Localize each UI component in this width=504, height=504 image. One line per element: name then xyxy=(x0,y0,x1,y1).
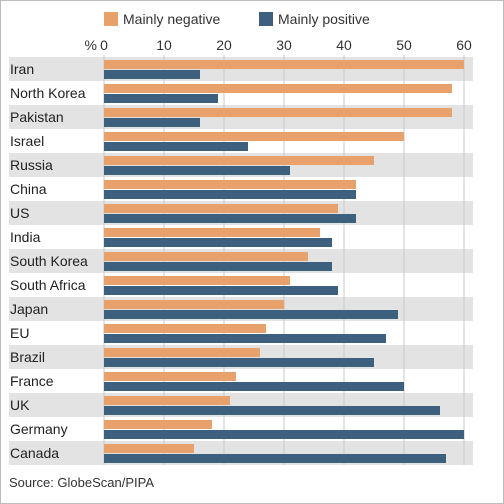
category-label: Russia xyxy=(10,157,53,173)
bar-mainly-positive xyxy=(104,214,356,223)
bar-mainly-negative xyxy=(104,396,230,405)
category-label: Pakistan xyxy=(10,109,64,125)
category-label: North Korea xyxy=(10,85,86,101)
x-tick-label: 60 xyxy=(456,37,472,53)
bar-mainly-positive xyxy=(104,238,332,247)
bar-mainly-negative xyxy=(104,156,374,165)
category-label: South Africa xyxy=(10,277,86,293)
category-label: India xyxy=(10,229,41,245)
x-unit-label: % xyxy=(85,37,97,53)
category-label: UK xyxy=(10,397,30,413)
category-label: France xyxy=(10,373,54,389)
legend-label: Mainly negative xyxy=(123,11,220,27)
bar-mainly-positive xyxy=(104,310,398,319)
bar-mainly-negative xyxy=(104,132,404,141)
x-tick-label: 0 xyxy=(100,37,108,53)
x-tick-label: 40 xyxy=(336,37,352,53)
category-label: EU xyxy=(10,325,29,341)
category-label: South Korea xyxy=(10,253,88,269)
bar-mainly-positive xyxy=(104,382,404,391)
bar-mainly-positive xyxy=(104,190,356,199)
category-label: Canada xyxy=(10,445,59,461)
x-tick-label: 50 xyxy=(396,37,412,53)
bar-mainly-negative xyxy=(104,372,236,381)
source-note: Source: GlobeScan/PIPA xyxy=(9,475,155,490)
category-label: Iran xyxy=(10,61,34,77)
bar-mainly-positive xyxy=(104,454,446,463)
x-tick-label: 30 xyxy=(276,37,292,53)
bar-mainly-positive xyxy=(104,430,464,439)
bar-mainly-negative xyxy=(104,300,284,309)
category-label: Japan xyxy=(10,301,48,317)
category-label: China xyxy=(10,181,47,197)
bar-mainly-negative xyxy=(104,348,260,357)
legend-label: Mainly positive xyxy=(278,11,370,27)
bar-mainly-positive xyxy=(104,334,386,343)
bar-mainly-positive xyxy=(104,262,332,271)
bar-mainly-negative xyxy=(104,108,452,117)
bar-mainly-positive xyxy=(104,142,248,151)
bar-mainly-negative xyxy=(104,228,320,237)
bar-mainly-positive xyxy=(104,286,338,295)
bar-mainly-negative xyxy=(104,324,266,333)
legend-swatch xyxy=(259,12,273,26)
category-label: US xyxy=(10,205,29,221)
category-label: Brazil xyxy=(10,349,45,365)
bar-mainly-negative xyxy=(104,276,290,285)
bar-mainly-negative xyxy=(104,84,452,93)
bar-mainly-negative xyxy=(104,252,308,261)
bar-mainly-negative xyxy=(104,60,464,69)
x-tick-label: 10 xyxy=(156,37,172,53)
bar-mainly-positive xyxy=(104,118,200,127)
bar-mainly-negative xyxy=(104,204,338,213)
bar-mainly-positive xyxy=(104,406,440,415)
bar-mainly-positive xyxy=(104,166,290,175)
bar-mainly-negative xyxy=(104,180,356,189)
bar-mainly-negative xyxy=(104,444,194,453)
bar-mainly-positive xyxy=(104,70,200,79)
bar-mainly-positive xyxy=(104,358,374,367)
legend-swatch xyxy=(104,12,118,26)
bar-mainly-negative xyxy=(104,420,212,429)
category-label: Germany xyxy=(10,421,68,437)
x-tick-label: 20 xyxy=(216,37,232,53)
category-label: Israel xyxy=(10,133,44,149)
bar-mainly-positive xyxy=(104,94,218,103)
